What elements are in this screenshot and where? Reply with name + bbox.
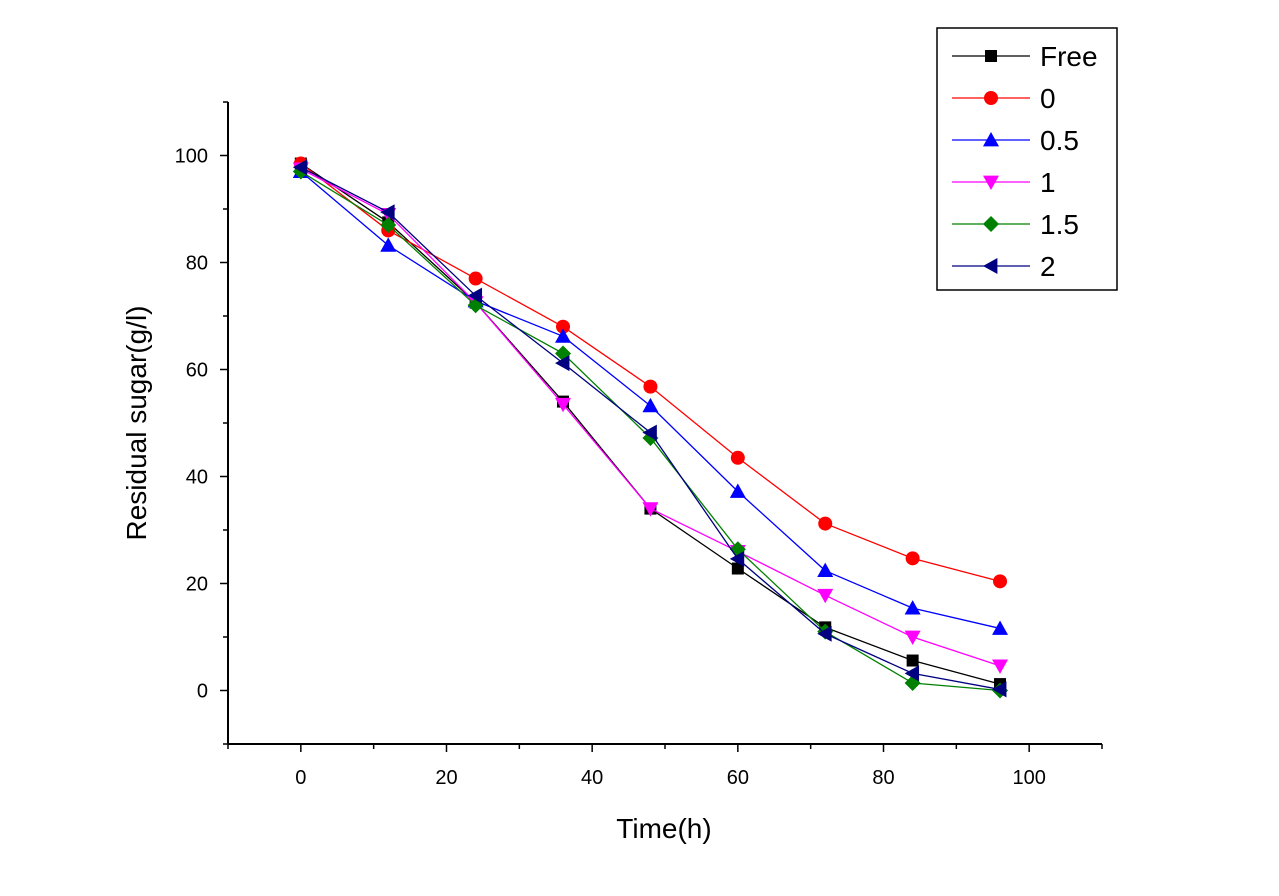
series-2 — [292, 163, 1009, 635]
legend-item: Free — [952, 41, 1098, 72]
legend-label: 0 — [1040, 83, 1056, 114]
y-axis-ticks: 0 20 40 60 80 100 — [175, 101, 228, 745]
data-point — [817, 562, 834, 578]
data-point — [292, 159, 308, 176]
x-tick-label: 20 — [435, 767, 457, 789]
x-tick-label: 40 — [581, 767, 603, 789]
series-line — [300, 168, 1001, 667]
y-axis-title: Residual sugar(g/l) — [121, 306, 152, 541]
legend-marker — [983, 132, 999, 147]
data-point — [555, 328, 572, 343]
data-point — [467, 287, 483, 304]
data-point — [643, 379, 658, 394]
legend-marker — [985, 50, 997, 62]
legend-item: 1.5 — [952, 209, 1079, 240]
data-point — [730, 450, 745, 465]
legend-box — [936, 27, 1118, 291]
x-tick-label: 0 — [295, 767, 306, 789]
data-point — [642, 397, 659, 413]
series-1 — [293, 156, 1008, 589]
data-point — [992, 681, 1007, 698]
legend-marker — [983, 216, 999, 232]
legend-label: 2 — [1040, 251, 1056, 282]
y-tick-label: 20 — [186, 574, 208, 596]
x-axis-title: Time(h) — [616, 813, 711, 844]
legend-marker — [984, 91, 998, 105]
y-tick-label: 0 — [197, 681, 208, 703]
data-point — [818, 516, 833, 531]
legend-label: 0.5 — [1040, 125, 1079, 156]
series-line — [300, 163, 1001, 582]
data-point — [380, 217, 397, 234]
data-point — [904, 600, 921, 615]
data-point — [904, 630, 921, 645]
data-point — [380, 237, 397, 252]
x-tick-label: 80 — [872, 767, 894, 789]
data-point — [555, 397, 572, 413]
legend-label: 1.5 — [1040, 209, 1079, 240]
data-point — [817, 625, 832, 642]
data-point — [904, 665, 920, 682]
data-point — [731, 562, 744, 575]
data-point — [555, 355, 570, 372]
y-tick-label: 100 — [175, 146, 208, 168]
series-5 — [292, 159, 1007, 698]
legend-label: Free — [1040, 41, 1098, 72]
y-tick-label: 60 — [186, 360, 208, 382]
data-point — [906, 654, 919, 667]
x-axis-ticks: 0 20 40 60 80 100 — [227, 744, 1103, 789]
series-3 — [292, 162, 1009, 674]
data-point — [642, 424, 657, 441]
data-point — [905, 551, 920, 566]
legend: Free 0 0.5 1 1.5 2 — [936, 27, 1118, 291]
legend-item: 1 — [952, 167, 1056, 198]
data-point — [556, 319, 571, 334]
legend-items: Free 0 0.5 1 1.5 2 — [952, 41, 1098, 282]
legend-label: 1 — [1040, 167, 1056, 198]
data-point — [992, 620, 1009, 635]
data-point — [993, 574, 1008, 589]
legend-item: 0.5 — [952, 125, 1079, 156]
legend-item: 0 — [952, 83, 1056, 114]
legend-marker — [983, 175, 999, 190]
x-tick-label: 60 — [727, 767, 749, 789]
legend-marker — [983, 258, 998, 274]
axes: 0 20 40 60 80 100 0 20 40 60 80 100 Time(h) Residu… — [121, 101, 1103, 844]
data-point — [468, 271, 483, 286]
data-point — [642, 502, 659, 517]
data-point — [729, 483, 746, 498]
y-tick-label: 40 — [186, 467, 208, 489]
legend-item: 2 — [952, 251, 1056, 282]
data-point — [729, 550, 745, 567]
data-point — [380, 204, 395, 221]
series-layer — [292, 156, 1009, 699]
y-tick-label: 80 — [186, 253, 208, 275]
data-point — [817, 588, 834, 604]
data-point — [992, 659, 1009, 674]
x-tick-label: 100 — [1012, 767, 1045, 789]
